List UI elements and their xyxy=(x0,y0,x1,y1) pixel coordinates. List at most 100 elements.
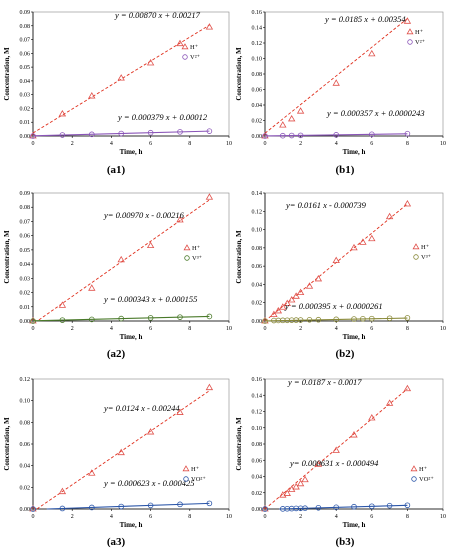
y-axis-label: Concentration, M xyxy=(235,47,243,101)
y-tick-label: 0.12 xyxy=(20,377,31,383)
x-tick-label: 6 xyxy=(370,514,373,520)
x-tick-label: 0 xyxy=(264,326,267,332)
data-point-circle xyxy=(30,133,36,139)
legend-marker-circle xyxy=(413,254,419,260)
y-tick-label: 0.00 xyxy=(20,134,31,140)
data-point-triangle xyxy=(146,428,155,435)
data-point-triangle xyxy=(314,460,323,467)
legend-marker-circle xyxy=(411,476,417,482)
y-tick-label: 0.04 xyxy=(20,79,31,85)
y-tick-label: 0.02 xyxy=(252,301,263,307)
y-tick-label: 0.06 xyxy=(252,88,263,94)
x-tick-label: 2 xyxy=(71,514,74,520)
series-h-plus xyxy=(261,384,412,512)
y-tick-label: 0.14 xyxy=(252,26,263,32)
data-point-circle xyxy=(297,132,304,139)
data-point-triangle xyxy=(274,306,283,314)
legend-label: VO²⁺ xyxy=(419,476,434,483)
data-point-triangle xyxy=(146,58,155,66)
y-tick-label: 0.07 xyxy=(20,219,31,225)
x-tick-label: 0 xyxy=(264,514,267,520)
legend-label: H⁺ xyxy=(419,466,428,473)
x-tick-label: 4 xyxy=(110,514,113,520)
y-tick-label: 0.04 xyxy=(252,103,263,109)
data-point-circle xyxy=(351,316,357,322)
equation-label: y = 0.000343 x + 0.000155 xyxy=(103,294,197,304)
data-point-triangle xyxy=(385,399,394,406)
data-point-triangle xyxy=(359,238,367,245)
legend-marker-circle xyxy=(407,39,413,45)
data-point-triangle xyxy=(368,49,376,57)
data-point-circle xyxy=(288,132,295,139)
data-point-circle xyxy=(297,317,304,323)
x-tick-label: 10 xyxy=(440,141,446,147)
series-vanadium xyxy=(262,315,411,324)
x-tick-label: 2 xyxy=(299,141,302,147)
legend-label: V²⁺ xyxy=(190,54,201,61)
data-point-triangle xyxy=(205,23,214,30)
panel-caption: (b1) xyxy=(336,164,355,176)
y-tick-label: 0.08 xyxy=(252,442,263,448)
data-point-circle xyxy=(333,316,340,323)
y-tick-label: 0.01 xyxy=(20,120,31,126)
data-point-circle xyxy=(147,129,154,136)
legend-marker-triangle xyxy=(412,243,420,250)
data-point-circle xyxy=(386,315,393,322)
chart-panel-5: 0.00 0.02 0.04 0.06 0.08 0.10 0.12 0 2 4 6 8 10 Time,… xyxy=(3,377,232,548)
data-point-triangle xyxy=(117,74,125,81)
x-axis-label: Time, h xyxy=(343,148,366,156)
y-tick-label: 0.03 xyxy=(20,276,31,282)
legend-marker-circle xyxy=(184,255,190,261)
y-axis-label: Concentration, M xyxy=(3,47,11,101)
x-axis-label: Time, h xyxy=(343,333,366,341)
data-point-triangle xyxy=(279,121,287,128)
x-tick-label: 4 xyxy=(335,141,338,147)
data-point-circle xyxy=(279,132,286,139)
data-point-triangle xyxy=(292,483,300,490)
y-tick-label: 0.00 xyxy=(252,507,263,513)
x-tick-label: 4 xyxy=(110,141,113,147)
data-point-circle xyxy=(262,318,268,324)
x-tick-label: 8 xyxy=(406,141,409,147)
data-point-circle xyxy=(206,500,213,507)
data-point-triangle xyxy=(58,109,67,117)
series-h-plus xyxy=(261,199,412,324)
y-tick-label: 0.08 xyxy=(252,246,263,252)
x-tick-label: 8 xyxy=(188,141,191,147)
data-point-triangle xyxy=(332,79,340,86)
data-point-triangle xyxy=(368,234,376,242)
data-point-circle xyxy=(59,505,66,512)
y-tick-label: 0.06 xyxy=(252,264,263,270)
equation-label: y= 0.00970 x - 0.00216 xyxy=(103,210,185,220)
x-tick-label: 10 xyxy=(226,326,232,332)
equation-label: y= 0.0161 x - 0.000739 xyxy=(285,200,367,210)
legend-label: V³⁺ xyxy=(192,255,203,262)
equation-label: y = 0.00870 x + 0.00217 xyxy=(114,10,201,20)
y-tick-label: 0.14 xyxy=(252,393,263,399)
panel-caption: (a2) xyxy=(107,348,126,360)
data-point-triangle xyxy=(279,491,287,498)
series-vanadium xyxy=(30,128,213,139)
y-tick-label: 0.14 xyxy=(252,191,263,197)
y-tick-label: 0.16 xyxy=(252,377,263,383)
data-point-triangle xyxy=(283,299,291,307)
x-tick-label: 10 xyxy=(440,326,446,332)
y-tick-label: 0.09 xyxy=(20,191,31,197)
data-point-triangle xyxy=(88,284,96,291)
y-tick-label: 0.04 xyxy=(252,282,263,288)
trend-line xyxy=(264,317,408,322)
data-point-triangle xyxy=(288,114,296,122)
y-tick-label: 0.04 xyxy=(20,262,31,268)
data-point-circle xyxy=(351,503,357,510)
legend-marker-triangle xyxy=(406,28,414,35)
legend-marker-circle xyxy=(182,54,188,60)
data-point-circle xyxy=(302,505,308,511)
y-tick-label: 0.06 xyxy=(20,51,31,57)
y-tick-label: 0.08 xyxy=(20,420,31,426)
data-point-triangle xyxy=(261,131,269,139)
series-h-plus xyxy=(261,17,412,139)
series-vanadium xyxy=(262,130,411,139)
data-point-triangle xyxy=(332,446,340,453)
trend-line xyxy=(264,18,408,134)
legend-label: H⁺ xyxy=(190,44,199,51)
